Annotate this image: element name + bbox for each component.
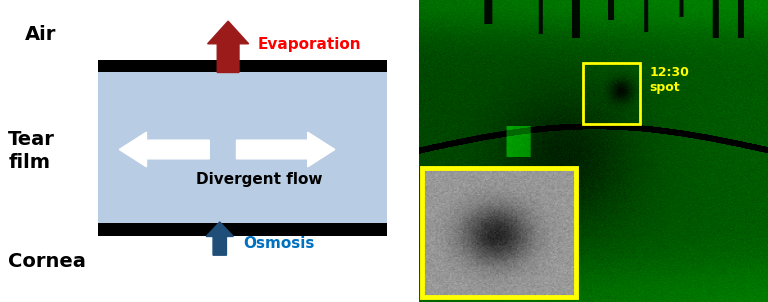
Text: Evaporation: Evaporation — [257, 37, 361, 52]
Text: Cornea: Cornea — [8, 252, 86, 271]
Text: Tear
film: Tear film — [8, 130, 55, 172]
Text: 12:30
spot: 12:30 spot — [649, 66, 689, 94]
Text: Divergent flow: Divergent flow — [197, 172, 323, 187]
FancyArrow shape — [119, 132, 209, 167]
Bar — [98, 60, 387, 72]
Text: Osmosis: Osmosis — [243, 236, 314, 251]
FancyArrow shape — [206, 222, 233, 255]
FancyArrow shape — [237, 132, 335, 167]
Bar — [98, 223, 387, 236]
Bar — [422, 168, 576, 297]
Text: Air: Air — [25, 25, 57, 44]
Bar — [98, 72, 387, 223]
Bar — [583, 63, 641, 124]
FancyArrow shape — [207, 21, 249, 72]
